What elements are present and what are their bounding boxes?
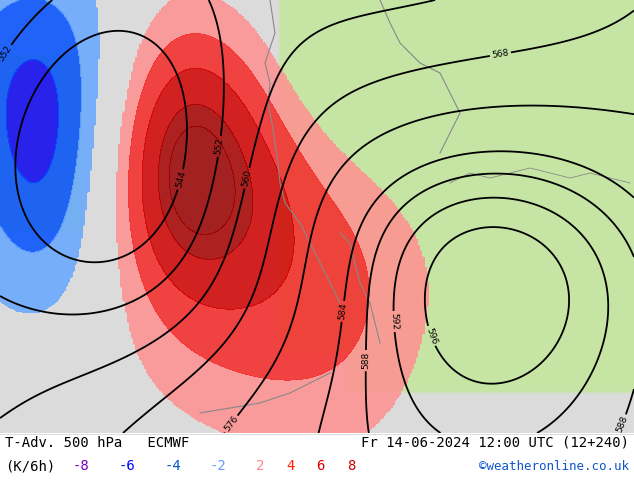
Text: 552: 552 — [0, 44, 14, 63]
Text: -4: -4 — [164, 459, 181, 473]
Text: 4: 4 — [286, 459, 294, 473]
Text: 596: 596 — [424, 326, 438, 345]
Text: (K/6h): (K/6h) — [5, 459, 55, 473]
Text: 8: 8 — [347, 459, 355, 473]
Text: Fr 14-06-2024 12:00 UTC (12+240): Fr 14-06-2024 12:00 UTC (12+240) — [361, 436, 629, 450]
Text: 588: 588 — [361, 352, 370, 369]
Text: 576: 576 — [223, 415, 240, 434]
Text: 6: 6 — [316, 459, 325, 473]
Text: 588: 588 — [615, 415, 630, 434]
Text: 592: 592 — [389, 313, 399, 330]
Text: 584: 584 — [337, 302, 349, 320]
Text: -6: -6 — [119, 459, 135, 473]
Text: ©weatheronline.co.uk: ©weatheronline.co.uk — [479, 460, 629, 472]
Text: 560: 560 — [241, 169, 254, 188]
Text: -8: -8 — [73, 459, 89, 473]
Text: T-Adv. 500 hPa   ECMWF: T-Adv. 500 hPa ECMWF — [5, 436, 190, 450]
Text: 2: 2 — [256, 459, 264, 473]
Text: 568: 568 — [491, 49, 510, 60]
Text: -2: -2 — [210, 459, 226, 473]
Text: 552: 552 — [214, 137, 225, 155]
Text: 544: 544 — [174, 170, 187, 189]
